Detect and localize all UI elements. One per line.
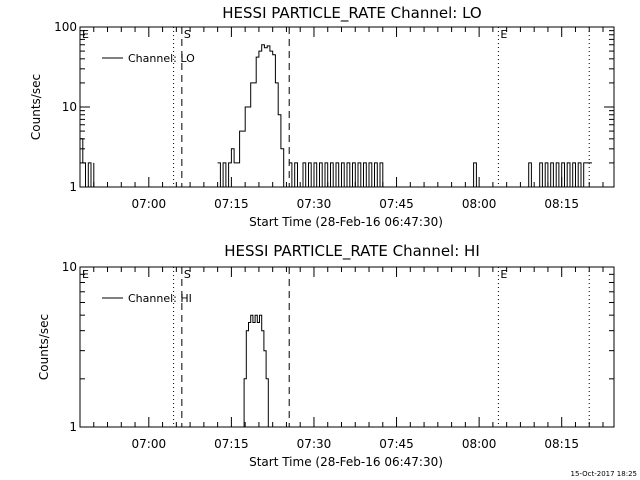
y-tick-label: 100 <box>54 20 77 34</box>
footer-timestamp: 15-Oct-2017 18:25 <box>571 470 637 478</box>
y-axis-label: Counts/sec <box>29 74 43 140</box>
y-axis-label: Counts/sec <box>37 314 51 380</box>
x-tick-label: 07:45 <box>379 437 414 451</box>
data-series-line <box>217 44 285 188</box>
legend-label: Channel: HI <box>128 292 192 305</box>
x-tick-label: 07:30 <box>297 197 332 211</box>
event-marker-label: S <box>184 28 191 41</box>
y-tick-label: 10 <box>62 260 77 274</box>
y-tick-label: 1 <box>69 180 77 194</box>
data-series-line <box>289 162 298 188</box>
data-series-line <box>470 162 477 188</box>
x-tick-label: 08:00 <box>462 437 497 451</box>
chart-marks: 1 10 07:00 07:15 07:30 07:45 08:00 08:15 E S E <box>62 260 614 451</box>
event-marker-label: E <box>82 268 89 281</box>
x-tick-label: 08:15 <box>544 197 579 211</box>
y-tick-label: 10 <box>62 100 77 114</box>
x-tick-label: 07:00 <box>132 197 167 211</box>
x-tick-label: 07:45 <box>379 197 414 211</box>
x-axis-label: Start Time (28-Feb-16 06:47:30) <box>249 215 443 229</box>
x-tick-label: 08:15 <box>544 437 579 451</box>
plot-frame <box>79 266 615 428</box>
x-tick-label: 07:15 <box>214 437 249 451</box>
data-series-line <box>242 314 269 428</box>
chart-panel-hi: HESSI PARTICLE_RATE Channel: HI Start Ti… <box>37 242 615 469</box>
chart-marks: 1 10 100 07:00 07:15 07:30 07:45 08:00 08:15 E S E <box>54 20 614 211</box>
event-marker-label: S <box>184 268 191 281</box>
chart-title: HESSI PARTICLE_RATE Channel: LO <box>222 4 481 23</box>
chart-title: HESSI PARTICLE_RATE Channel: HI <box>224 242 480 261</box>
x-tick-label: 07:30 <box>297 437 332 451</box>
x-tick-label: 08:00 <box>462 197 497 211</box>
event-marker-label: E <box>500 268 507 281</box>
chart-panel-lo: HESSI PARTICLE_RATE Channel: LO Start Ti… <box>29 4 615 229</box>
data-series-line <box>525 162 592 188</box>
legend-label: Channel: LO <box>128 52 195 65</box>
x-tick-label: 07:00 <box>132 437 167 451</box>
data-series-line <box>80 138 95 188</box>
x-axis-label: Start Time (28-Feb-16 06:47:30) <box>249 455 443 469</box>
x-tick-label: 07:15 <box>214 197 249 211</box>
event-marker-label: E <box>82 28 89 41</box>
data-series-line <box>300 162 384 188</box>
event-marker-label: E <box>500 28 507 41</box>
y-tick-label: 1 <box>69 420 77 434</box>
